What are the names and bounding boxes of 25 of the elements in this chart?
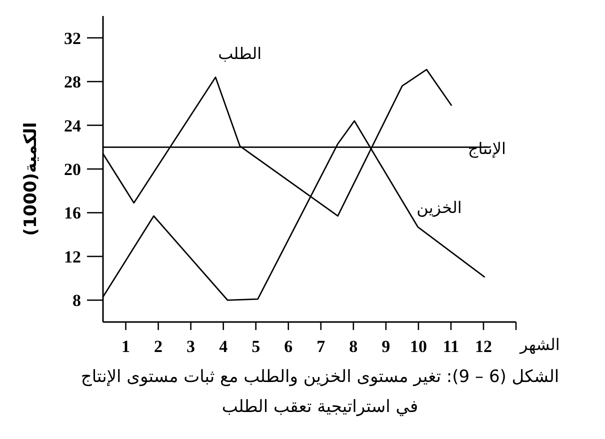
x-tick-label: 6	[284, 337, 293, 356]
x-tick-label: 2	[154, 337, 163, 356]
y-tick-label: 8	[72, 291, 81, 310]
y-tick-label: 16	[64, 204, 81, 223]
series-label: الخزين	[416, 198, 462, 217]
y-tick-label: 32	[64, 28, 81, 48]
x-tick-label: 1	[122, 337, 130, 356]
x-tick-label: 8	[349, 337, 358, 356]
y-tick-label: 24	[64, 116, 82, 136]
y-tick-label: 20	[64, 160, 81, 179]
text: الشكل (6 – 9): تغير مستوى الخزين والطلب مع ثبات مستوى الإنتاج في استراتيجية تعقب الطلب	[80, 366, 560, 419]
y-axis-title: الكمية(1000)	[21, 122, 41, 236]
x-tick-label: 5	[252, 337, 260, 356]
x-tick-label: 7	[316, 337, 326, 356]
x-axis-title: الشهر	[519, 335, 560, 354]
x-tick-label: 12	[474, 337, 492, 356]
series-label: الطلب	[218, 44, 262, 64]
x-tick-label: 11	[442, 337, 459, 356]
y-tick-label: 12	[64, 247, 81, 266]
x-tick-label: 9	[382, 337, 390, 356]
x-tick-label: 3	[186, 337, 196, 356]
y-tick-label: 28	[64, 72, 81, 92]
series-label: الإنتاج	[468, 139, 506, 158]
x-tick-label: 10	[410, 337, 427, 356]
x-tick-label: 4	[219, 337, 228, 356]
